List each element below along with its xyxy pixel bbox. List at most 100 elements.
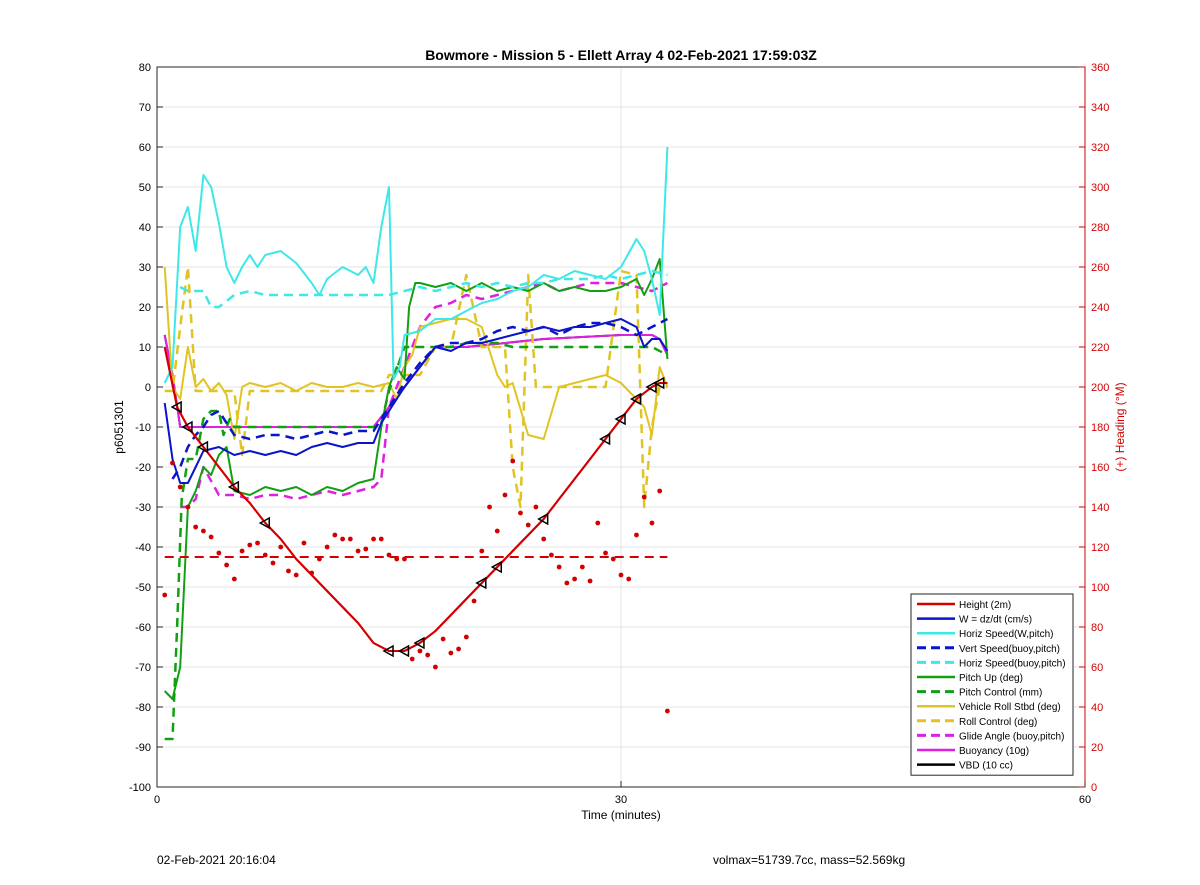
y-right-tick-label: 160: [1091, 462, 1109, 474]
y-tick-label: 80: [139, 62, 151, 74]
footer-info: volmax=51739.7cc, mass=52.569kg: [713, 853, 906, 867]
heading-point: [657, 488, 663, 494]
y-tick-label: 40: [139, 222, 151, 234]
y-tick-label: -50: [135, 582, 151, 594]
series-line: [163, 266, 669, 440]
legend-label: Pitch Up (deg): [959, 673, 1023, 684]
heading-point: [549, 552, 554, 558]
y-right-tick-label: 80: [1091, 622, 1103, 634]
y-tick-label: 20: [139, 302, 151, 314]
y-right-tick-label: 180: [1091, 422, 1109, 434]
heading-point: [665, 708, 670, 714]
heading-point: [224, 562, 230, 568]
heading-point: [347, 536, 353, 542]
height-marker: [382, 644, 394, 658]
heading-point: [301, 540, 307, 546]
heading-point: [456, 646, 461, 652]
y-right-tick-label: 260: [1091, 262, 1109, 274]
heading-point: [193, 524, 199, 530]
height-marker: [537, 512, 549, 526]
heading-point: [425, 652, 431, 658]
heading-point: [262, 552, 268, 558]
heading-point: [332, 532, 338, 538]
y-right-tick-label: 200: [1091, 382, 1109, 394]
heading-point: [201, 528, 206, 534]
heading-point: [510, 458, 516, 464]
height-marker: [645, 380, 657, 394]
chart-title: Bowmore - Mission 5 - Ellett Array 4 02-…: [425, 47, 817, 63]
y-right-tick-label: 280: [1091, 222, 1109, 234]
legend-label: VBD (10 cc): [959, 761, 1013, 772]
heading-point: [494, 528, 500, 534]
heading-point: [231, 576, 237, 582]
y-right-tick-label: 40: [1091, 702, 1103, 714]
heading-point: [378, 536, 384, 542]
legend-label: Horiz Speed(W,pitch): [959, 629, 1053, 640]
y-tick-label: -40: [135, 542, 151, 554]
series-line: [163, 258, 669, 700]
legend-label: Vehicle Roll Stbd (deg): [959, 702, 1061, 713]
footer-timestamp: 02-Feb-2021 20:16:04: [157, 853, 276, 867]
heading-point: [649, 520, 655, 526]
y-right-tick-label: 120: [1091, 542, 1109, 554]
x-tick-label: 60: [1079, 794, 1091, 806]
y-tick-label: -20: [135, 462, 151, 474]
y-right-tick-label: 360: [1091, 62, 1109, 74]
heading-point: [394, 556, 400, 562]
series-line: [163, 146, 669, 384]
height-marker: [614, 412, 626, 426]
heading-point: [433, 664, 438, 670]
heading-point: [518, 510, 523, 516]
series-line: [163, 334, 669, 428]
heading-point: [177, 484, 183, 490]
y-axis-label-left: p6051301: [112, 400, 126, 454]
heading-point: [487, 504, 492, 510]
heading-point: [556, 564, 562, 570]
heading-point: [286, 568, 291, 574]
heading-point: [185, 504, 191, 510]
plot-series: [162, 146, 670, 741]
series-line: [163, 334, 669, 428]
heading-point: [247, 542, 253, 548]
y-right-tick-label: 20: [1091, 742, 1103, 754]
y-tick-label: -60: [135, 622, 151, 634]
heading-point: [208, 534, 214, 540]
heading-point: [595, 520, 601, 526]
heading-point: [340, 536, 345, 542]
y-tick-label: -80: [135, 702, 151, 714]
height-marker: [598, 432, 611, 446]
y-right-tick-label: 240: [1091, 302, 1109, 314]
heading-point: [541, 536, 547, 542]
y-right-tick-label: 320: [1091, 142, 1109, 154]
heading-point: [463, 634, 469, 640]
heading-point: [471, 598, 477, 604]
series-line: [163, 318, 669, 484]
series-line: [164, 265, 668, 509]
heading-point: [363, 546, 369, 552]
heading-point: [626, 576, 632, 582]
legend-box: [910, 593, 1074, 776]
legend-label: Buoyancy (10g): [959, 746, 1029, 757]
y-tick-label: 70: [139, 102, 151, 114]
y-axis-label-right: (+) Heading (°M): [1113, 382, 1127, 471]
heading-point: [409, 656, 415, 662]
y-right-tick-label: 340: [1091, 102, 1109, 114]
heading-point: [317, 556, 322, 562]
axes: -100-90-80-70-60-50-40-30-20-10010203040…: [129, 62, 1109, 806]
heading-point: [572, 576, 577, 582]
y-right-tick-label: 60: [1091, 662, 1103, 674]
legend-label: Horiz Speed(buoy,pitch): [959, 658, 1066, 669]
heading-point: [618, 572, 624, 578]
height-marker: [413, 636, 425, 650]
legend: Height (2m) W = dz/dt (cm/s) Horiz Speed(W…: [910, 593, 1074, 776]
height-marker: [181, 420, 193, 434]
height-marker: [653, 376, 665, 390]
heading-point: [170, 460, 175, 466]
heading-point: [371, 536, 376, 542]
heading-point: [502, 492, 508, 498]
heading-point: [634, 532, 639, 538]
heading-point: [564, 580, 570, 586]
legend-label: W = dz/dt (cm/s): [959, 615, 1032, 626]
y-right-tick-label: 300: [1091, 182, 1109, 194]
